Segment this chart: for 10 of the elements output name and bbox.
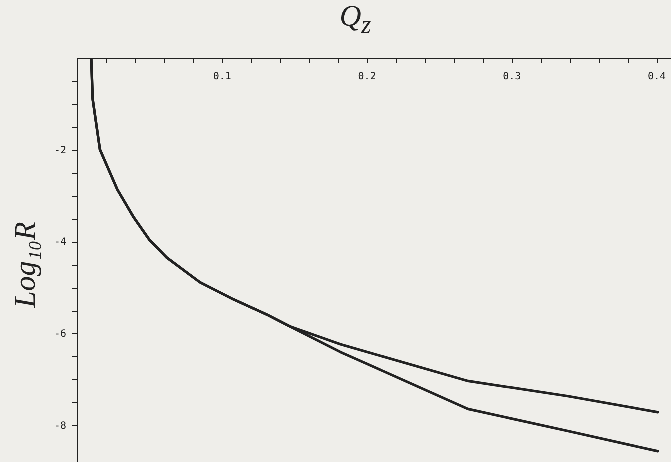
x-tick-label: 0.2 — [358, 72, 376, 82]
y-tick-label: -4 — [54, 237, 66, 248]
x-tick-label: 0.4 — [648, 72, 666, 82]
y-axis-title: Log₁₀R — [9, 222, 43, 308]
x-tick-label: 0.1 — [213, 72, 232, 82]
x-axis-title: Q$_{z}$ — [338, 0, 372, 40]
y-tick-label: -8 — [54, 420, 66, 432]
x-tick-label: 0.3 — [503, 72, 522, 82]
y-tick-label: -6 — [54, 328, 66, 340]
y-tick-label: -2 — [54, 145, 66, 156]
